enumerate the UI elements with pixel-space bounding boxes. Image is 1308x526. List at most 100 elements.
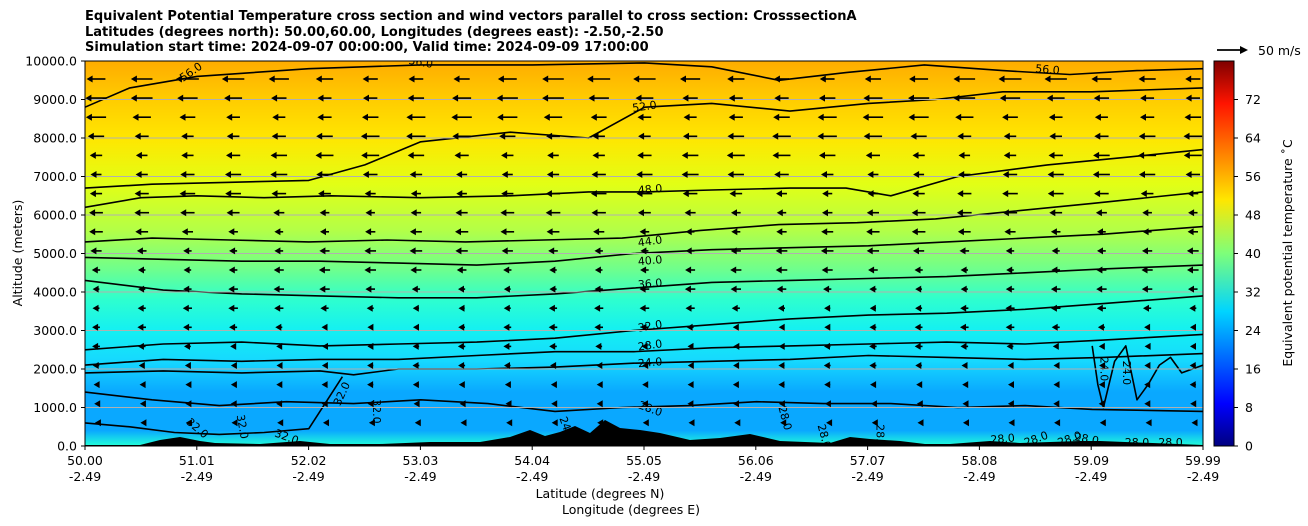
x-tick-label-lon: -2.49 bbox=[1187, 469, 1219, 484]
x-tick-label-lon: -2.49 bbox=[69, 469, 101, 484]
wind-vector-head bbox=[274, 228, 281, 236]
wind-vector-head bbox=[728, 113, 735, 121]
wind-vector-head bbox=[276, 381, 283, 389]
wind-vector-head bbox=[913, 247, 919, 255]
wind-vector-head bbox=[1008, 419, 1015, 427]
wind-vector-head bbox=[407, 151, 414, 159]
wind-vector-head bbox=[1142, 228, 1149, 236]
wind-vector-head bbox=[320, 228, 326, 236]
wind-vector-head bbox=[365, 285, 372, 293]
wind-vector-head bbox=[94, 419, 101, 427]
wind-vector-head bbox=[361, 151, 368, 159]
wind-vector-head bbox=[642, 381, 649, 389]
wind-vector-head bbox=[1046, 94, 1053, 102]
wind-vector-head bbox=[869, 285, 876, 293]
title-line-1: Equivalent Potential Temperature cross s… bbox=[85, 9, 857, 24]
x-tick-label-lat: 53.03 bbox=[403, 453, 439, 468]
contour-label: 32.0 bbox=[234, 413, 251, 439]
wind-vector-head bbox=[455, 209, 462, 217]
wind-vector-head bbox=[273, 266, 280, 274]
wind-vector-head bbox=[182, 304, 189, 312]
x-axis-label-longitude: Longitude (degrees E) bbox=[562, 502, 700, 517]
wind-vector-head bbox=[732, 323, 739, 331]
x-tick-label-lon: -2.49 bbox=[516, 469, 548, 484]
wind-vector-head bbox=[410, 190, 417, 198]
wind-vector-head bbox=[1138, 75, 1145, 83]
wind-vector-head bbox=[727, 171, 734, 178]
wind-vector-head bbox=[866, 209, 873, 217]
wind-vector-head bbox=[591, 209, 598, 217]
wind-vector-head bbox=[89, 209, 96, 217]
wind-vector-head bbox=[639, 304, 646, 312]
wind-vector-head bbox=[863, 132, 870, 140]
wind-vector-head bbox=[1094, 132, 1101, 140]
contour-label: 40.0 bbox=[637, 253, 663, 268]
wind-vector-head bbox=[1190, 400, 1197, 408]
wind-vector-head bbox=[780, 419, 787, 427]
wind-vector-head bbox=[1007, 362, 1014, 369]
wind-vector-head bbox=[1005, 304, 1012, 312]
wind-vector-head bbox=[180, 171, 187, 178]
wind-vector-head bbox=[730, 247, 737, 255]
wind-vector-head bbox=[271, 94, 278, 102]
wind-vector-head bbox=[916, 400, 923, 408]
wind-vector-head bbox=[734, 419, 741, 427]
wind-vector-head bbox=[183, 285, 190, 293]
wind-vector-head bbox=[321, 400, 328, 408]
wind-vector-head bbox=[452, 94, 459, 102]
wind-vector-head bbox=[360, 132, 367, 140]
wind-vector-head bbox=[1140, 94, 1147, 102]
y-tick-label: 3000.0 bbox=[33, 323, 77, 338]
wind-vector-head bbox=[549, 342, 556, 350]
wind-vector-head bbox=[1092, 171, 1099, 178]
wind-vector-head bbox=[412, 304, 419, 312]
wind-vector-head bbox=[230, 400, 237, 408]
wind-vector-head bbox=[455, 247, 462, 255]
wind-vector-head bbox=[1187, 190, 1194, 198]
colorbar-tick-label: 32 bbox=[1245, 285, 1261, 300]
quiver-key: 50 m/s bbox=[1217, 43, 1301, 58]
wind-vector-head bbox=[1188, 285, 1194, 293]
wind-vector-head bbox=[726, 151, 733, 159]
colorbar-label: Equivalent potential temperature ˚C bbox=[1280, 139, 1295, 367]
wind-vector-head bbox=[957, 228, 964, 236]
wind-vector-head bbox=[909, 75, 916, 83]
contour-32 bbox=[85, 376, 344, 436]
colorbar-tick-label: 8 bbox=[1245, 400, 1253, 415]
wind-vector-head bbox=[322, 342, 328, 350]
wind-vector-head bbox=[864, 75, 871, 83]
wind-vector-head bbox=[594, 304, 601, 312]
wind-vector-head bbox=[911, 228, 918, 236]
wind-vector-head bbox=[684, 209, 691, 217]
wind-vector-head bbox=[454, 151, 461, 159]
wind-vector-head bbox=[824, 323, 831, 331]
wind-vector-head bbox=[1003, 132, 1010, 140]
wind-vector-head bbox=[1005, 323, 1012, 331]
wind-vector-head bbox=[225, 190, 232, 198]
wind-vector-head bbox=[962, 381, 969, 389]
wind-vector-head bbox=[1002, 209, 1009, 217]
wind-vector-head bbox=[499, 132, 506, 140]
wind-vector-head bbox=[774, 94, 781, 102]
wind-vector-head bbox=[452, 132, 459, 140]
contour-label: 28.0 bbox=[815, 423, 834, 450]
wind-vectors bbox=[85, 75, 1203, 427]
wind-vector-head bbox=[960, 285, 967, 293]
wind-vector-head bbox=[137, 342, 144, 350]
wind-vector-head bbox=[1049, 132, 1056, 140]
wind-vector-head bbox=[89, 151, 96, 159]
wind-vector-head bbox=[819, 75, 826, 83]
wind-vector-head bbox=[543, 113, 550, 121]
wind-vector-head bbox=[917, 419, 924, 427]
contour-44 bbox=[85, 191, 1203, 243]
quiver-key-arrowhead bbox=[1240, 46, 1248, 54]
x-tick-label-lon: -2.49 bbox=[851, 469, 883, 484]
x-tick-label-lat: 55.05 bbox=[626, 453, 662, 468]
wind-vector-head bbox=[596, 400, 603, 408]
wind-vector-head bbox=[592, 151, 599, 159]
y-axis-label: Altitude (meters) bbox=[10, 200, 25, 307]
wind-vector-head bbox=[139, 400, 146, 408]
wind-vector-head bbox=[505, 400, 512, 408]
wind-vector-head bbox=[1005, 285, 1012, 293]
wind-vector-head bbox=[681, 171, 688, 178]
